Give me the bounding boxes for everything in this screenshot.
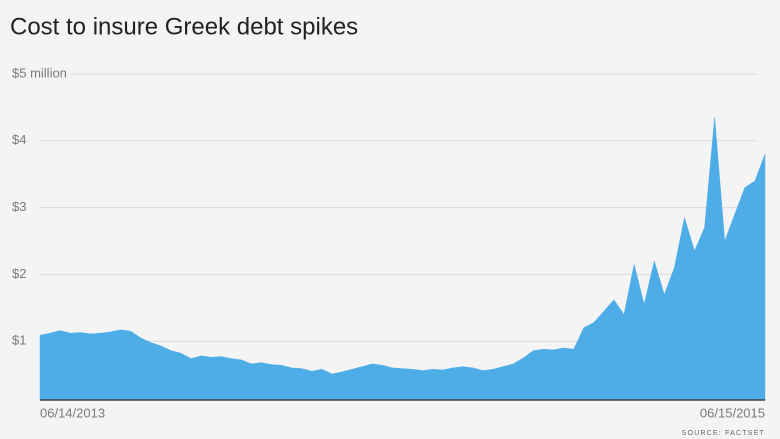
x-tick-label: 06/15/2015 [700, 405, 765, 420]
chart-title: Cost to insure Greek debt spikes [10, 13, 358, 40]
label-backdrop [8, 132, 31, 149]
x-tick-label: 06/14/2013 [40, 405, 105, 420]
y-tick-label: $4 [12, 132, 26, 147]
source: SOURCE: FACTSET [682, 430, 765, 437]
label-backdrop [8, 199, 31, 216]
label-backdrop [8, 66, 71, 82]
y-tick-label: $1 [12, 333, 26, 348]
y-tick-label: $2 [12, 266, 26, 281]
area [39, 117, 766, 401]
label-backdrop [8, 266, 31, 283]
y-tick-label: $3 [12, 199, 26, 214]
y-tick-label: $5 million [12, 65, 67, 80]
label-backdrop [8, 333, 31, 350]
